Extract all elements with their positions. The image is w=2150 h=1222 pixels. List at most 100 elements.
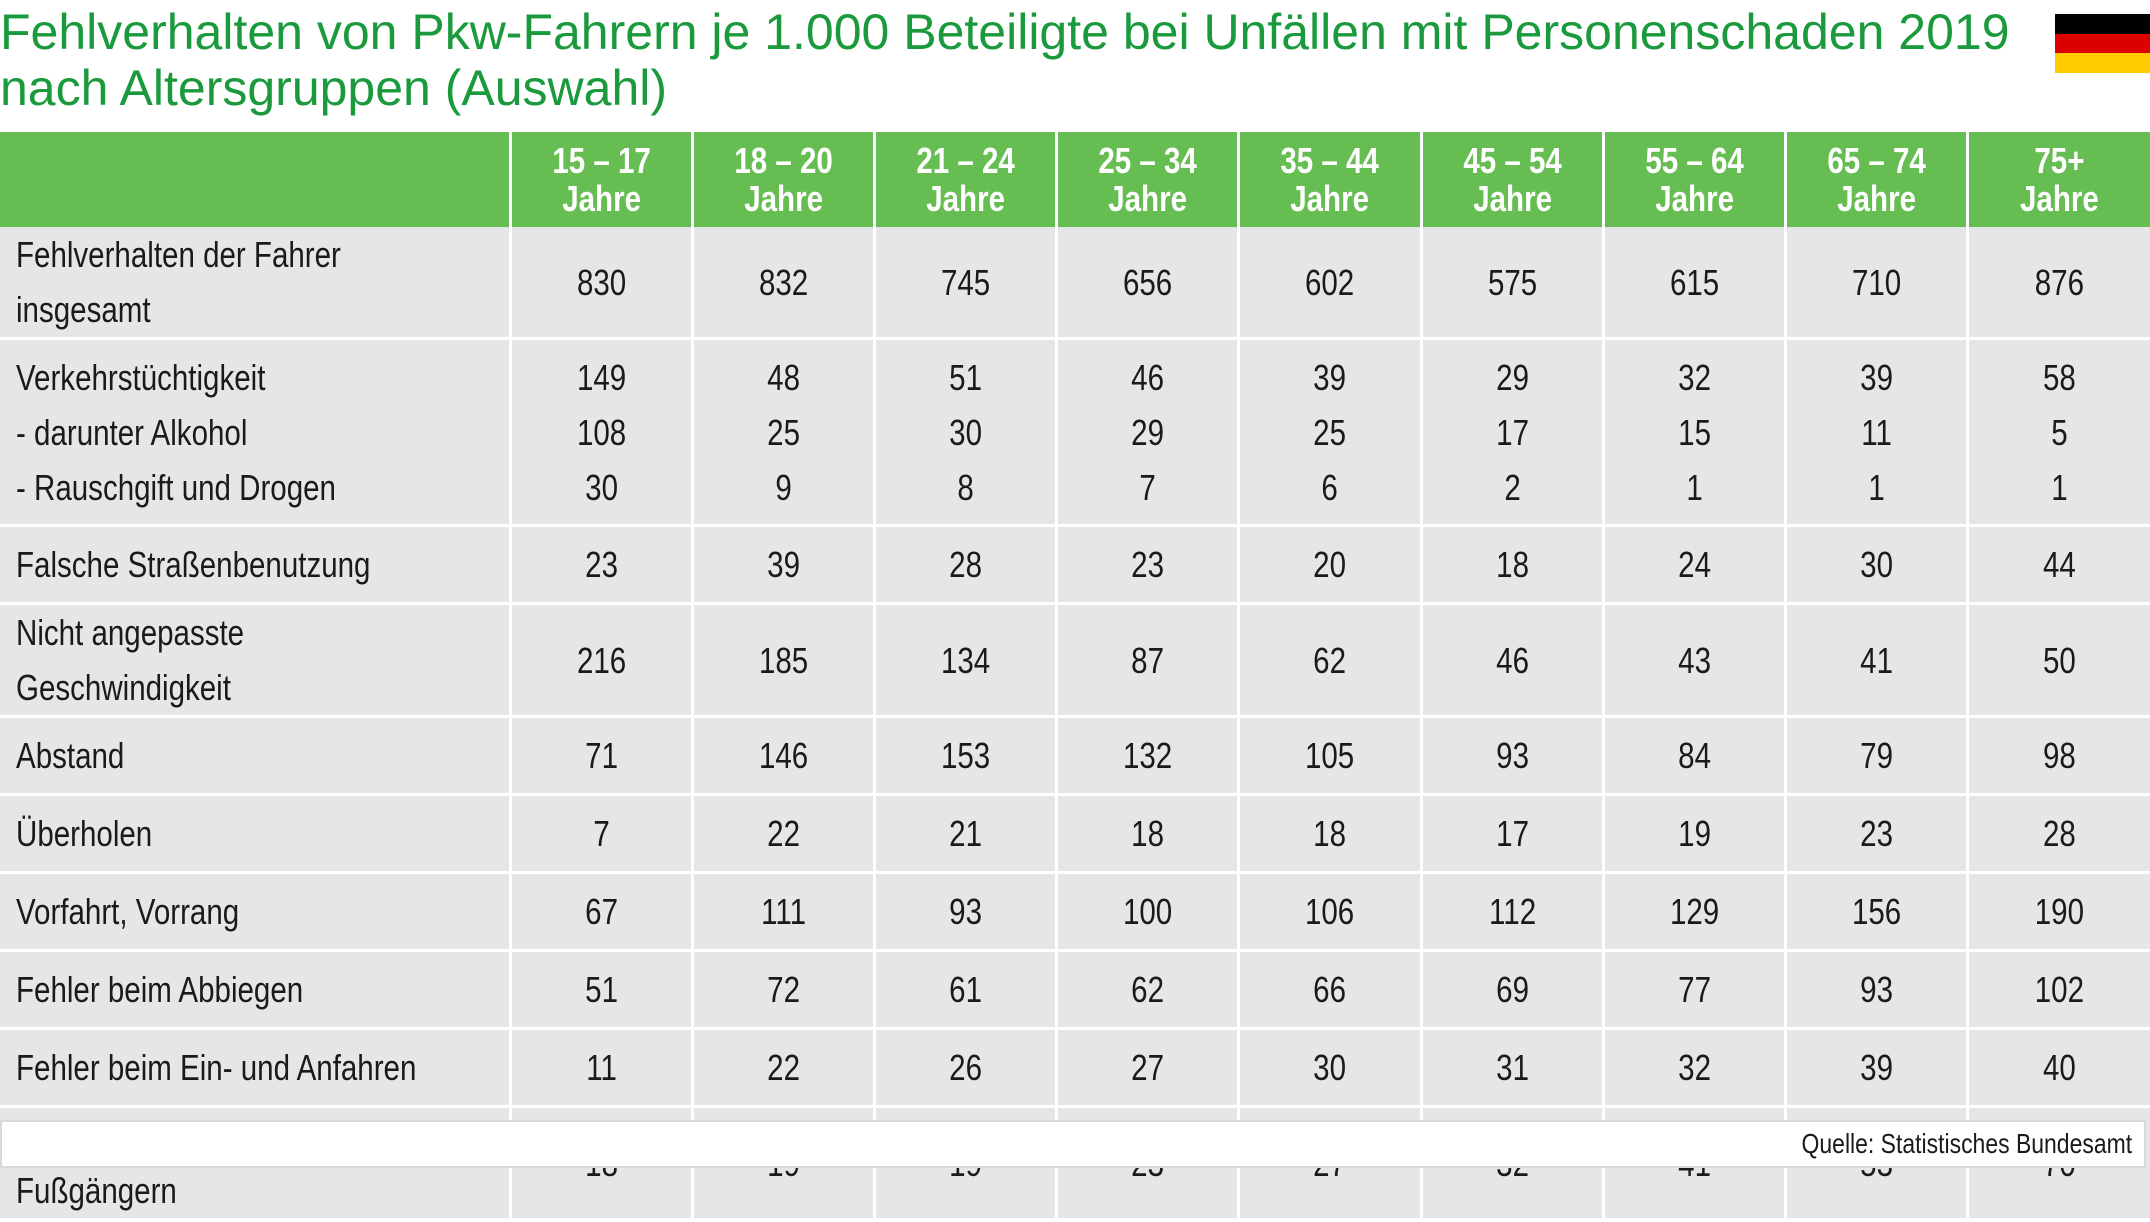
value-cell: 153: [874, 716, 1059, 796]
value-cell: 77: [1603, 950, 1787, 1030]
value: 66: [1313, 969, 1347, 1010]
value: 19: [1677, 813, 1711, 854]
row-label: Fehler beim Abbiegen: [16, 969, 304, 1010]
table-row: Verkehrstüchtigkeit - darunter Alkohol - R…: [0, 338, 2150, 527]
value: 7: [1139, 466, 1156, 508]
value-cell: 87: [1056, 603, 1241, 718]
row-label-cell: Falsche Straßenbenutzung: [0, 525, 512, 605]
value-cell: 26: [874, 1028, 1059, 1108]
value: 6: [1321, 466, 1339, 508]
title-line-2: nach Altersgruppen (Auswahl): [0, 60, 668, 116]
value: 23: [584, 544, 618, 585]
value: 31: [1495, 1047, 1529, 1088]
value-cell: 93: [1785, 950, 1970, 1030]
value-cell: 22: [692, 794, 876, 874]
value-cell: 830: [510, 227, 694, 340]
value: 84: [1677, 735, 1711, 776]
value-cell: 19: [1603, 794, 1787, 874]
value: 23: [1131, 544, 1165, 585]
value-cell: 7: [510, 794, 694, 874]
column-header-unit: Jahre: [561, 177, 641, 219]
column-header-range: 55 – 64: [1645, 139, 1744, 181]
value-cell: 185: [692, 603, 876, 718]
value-cell: 28: [874, 525, 1059, 605]
data-table: 15 – 17 Jahre 18 – 20 Jahre 21 – 24 Jahre 25 –…: [0, 132, 2150, 1221]
value: 22: [766, 813, 800, 854]
value: 30: [584, 466, 618, 508]
value: 18: [1495, 544, 1529, 585]
value-cell: 79: [1785, 716, 1970, 796]
column-header-range: 15 – 17: [551, 139, 651, 181]
column-header: 18 – 20 Jahre: [692, 132, 876, 227]
value: 93: [1860, 969, 1894, 1010]
table-row: Fehler beim Abbiegen 51 72 61 62 66 69 77 93 102: [0, 950, 2150, 1030]
value-cell: 29 17 2: [1421, 338, 1605, 527]
value: 26: [949, 1047, 982, 1088]
column-header: 35 – 44 Jahre: [1238, 132, 1423, 227]
value-cell: 51 30 8: [874, 338, 1059, 527]
value-cell: 41: [1785, 603, 1970, 718]
value: 132: [1123, 735, 1173, 776]
column-header-unit: Jahre: [1472, 177, 1552, 219]
value: 876: [2034, 261, 2085, 303]
value-cell: 66: [1238, 950, 1423, 1030]
value-cell: 39 25 6: [1238, 338, 1423, 527]
table-row: Falsche Straßenbenutzung 23 39 28 23 20 18 24 30…: [0, 525, 2150, 605]
value-cell: 105: [1238, 716, 1423, 796]
value: 20: [1313, 544, 1347, 585]
value-cell: 93: [874, 872, 1059, 952]
column-header: 21 – 24 Jahre: [874, 132, 1059, 227]
row-label: Abstand: [16, 735, 125, 776]
value: 17: [1495, 813, 1529, 854]
value: 30: [1313, 1047, 1347, 1088]
value: 93: [949, 891, 982, 932]
value: 100: [1123, 891, 1173, 932]
flag-stripe-red: [2055, 33, 2150, 54]
value: 615: [1669, 261, 1720, 303]
value: 27: [1131, 1047, 1165, 1088]
value-cell: 39: [692, 525, 876, 605]
row-label-cell: Nicht angepasste Geschwindigkeit: [0, 603, 512, 718]
value: 58: [2043, 356, 2077, 398]
value: 18: [1131, 813, 1165, 854]
data-table-wrapper: 15 – 17 Jahre 18 – 20 Jahre 21 – 24 Jahre 25 –…: [0, 132, 2150, 1221]
column-header-range: 35 – 44: [1280, 139, 1380, 181]
value: 39: [766, 544, 800, 585]
value: 190: [2034, 891, 2085, 932]
column-header-unit: Jahre: [2020, 177, 2099, 219]
flag-stripe-gold: [2055, 53, 2150, 73]
value-cell: 32 15 1: [1603, 338, 1787, 527]
value: 830: [576, 261, 626, 303]
value: 98: [2043, 735, 2077, 776]
value-cell: 46 29 7: [1056, 338, 1241, 527]
value: 32: [1677, 356, 1711, 398]
value-cell: 11: [510, 1028, 694, 1108]
row-label-cell: Fehlverhalten der Fahrer insgesamt: [0, 227, 512, 340]
value: 39: [1313, 356, 1347, 398]
value-cell: 27: [1056, 1028, 1241, 1108]
value: 39: [1860, 356, 1894, 398]
column-header-range: 18 – 20: [734, 139, 833, 181]
table-body: Fehlverhalten der Fahrer insgesamt 830 832…: [0, 227, 2150, 1221]
value-cell: 30: [1238, 1028, 1423, 1108]
value-cell: 21: [874, 794, 1059, 874]
value: 24: [1677, 544, 1711, 585]
value: 40: [2043, 1047, 2077, 1088]
row-label-cell: Fehler beim Abbiegen: [0, 950, 512, 1030]
value-cell: 146: [692, 716, 876, 796]
value-cell: 710: [1785, 227, 1970, 340]
value-cell: 100: [1056, 872, 1241, 952]
value-cell: 23: [1785, 794, 1970, 874]
column-header-unit: Jahre: [1654, 177, 1734, 219]
value-cell: 84: [1603, 716, 1787, 796]
chart-title: Fehlverhalten von Pkw-Fahrern je 1.000 B…: [0, 4, 2010, 116]
table-row: Fehlverhalten der Fahrer insgesamt 830 832…: [0, 227, 2150, 340]
value: 106: [1305, 891, 1355, 932]
value-cell: 129: [1603, 872, 1787, 952]
column-header-unit: Jahre: [1837, 177, 1916, 219]
value: 1: [1868, 466, 1885, 508]
value: 129: [1669, 891, 1720, 932]
column-header-unit: Jahre: [1290, 177, 1370, 219]
row-label: - Rauschgift und Drogen: [16, 466, 336, 508]
value: 67: [584, 891, 618, 932]
